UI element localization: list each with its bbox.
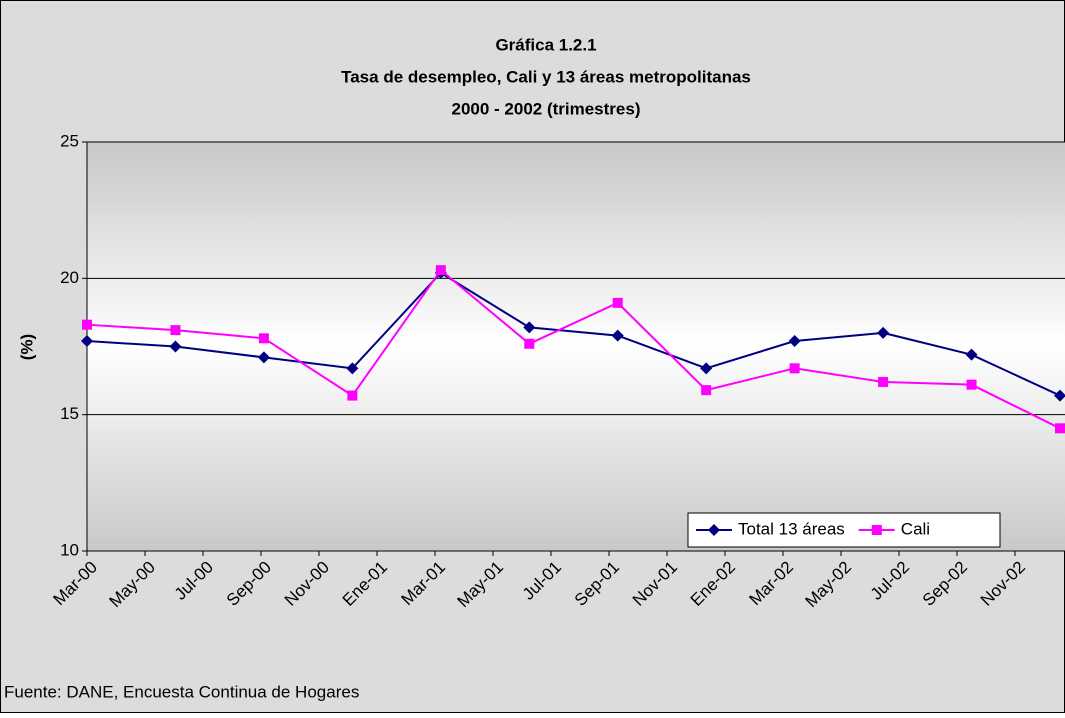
y-tick-label: 15 <box>60 404 79 423</box>
marker <box>523 321 536 334</box>
marker <box>788 335 801 348</box>
marker <box>346 362 359 375</box>
series-line <box>86 271 1061 397</box>
marker <box>878 376 889 387</box>
chart-subtitle: 2000 - 2002 (trimestres) <box>451 99 640 118</box>
y-tick-label: 20 <box>60 268 79 287</box>
marker <box>1054 389 1065 402</box>
marker <box>877 326 890 339</box>
marker <box>169 340 182 353</box>
marker <box>170 325 181 336</box>
marker <box>257 351 270 364</box>
chart-title: Gráfica 1.2.1 <box>495 35 596 54</box>
marker <box>700 362 713 375</box>
marker <box>1055 423 1065 434</box>
legend-box <box>687 512 1001 548</box>
marker <box>701 385 712 396</box>
marker <box>82 319 92 330</box>
source: Fuente: DANE, Encuesta Continua de Hogar… <box>4 682 359 701</box>
chart-subtitle: Tasa de desempleo, Cali y 13 áreas metro… <box>341 67 751 86</box>
y-tick-label: 10 <box>60 540 79 559</box>
legend-marker <box>871 525 882 535</box>
legend-marker <box>708 524 720 536</box>
marker <box>258 333 269 344</box>
marker <box>789 363 800 374</box>
marker <box>81 335 93 348</box>
y-axis-label: (%) <box>17 334 36 360</box>
marker <box>612 297 623 308</box>
marker <box>435 265 446 276</box>
series-line <box>86 268 1061 430</box>
marker <box>611 329 624 342</box>
y-tick-label: 25 <box>60 131 79 150</box>
legend-label: Cali <box>901 519 930 538</box>
marker <box>966 379 977 390</box>
marker <box>347 390 358 401</box>
plot-area <box>87 142 1065 551</box>
legend-label: Total 13 áreas <box>738 519 845 538</box>
marker <box>524 338 535 349</box>
marker <box>965 348 978 361</box>
